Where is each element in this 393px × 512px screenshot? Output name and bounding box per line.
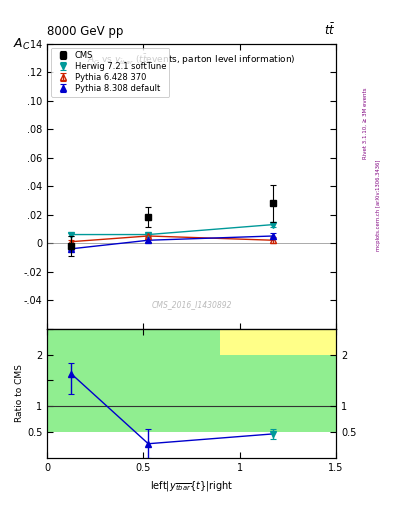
Legend: CMS, Herwig 7.2.1 softTune, Pythia 6.428 370, Pythia 8.308 default: CMS, Herwig 7.2.1 softTune, Pythia 6.428… (51, 48, 169, 97)
Text: 8000 GeV pp: 8000 GeV pp (47, 25, 123, 38)
Text: mcplots.cern.ch [arXiv:1306.3436]: mcplots.cern.ch [arXiv:1306.3436] (376, 159, 380, 250)
Bar (47, 329, 336, 432)
Text: CMS_2016_I1430892: CMS_2016_I1430892 (151, 300, 232, 309)
Text: Rivet 3.1.10, ≥ 3M events: Rivet 3.1.10, ≥ 3M events (363, 87, 368, 159)
Text: $t\bar{t}$: $t\bar{t}$ (325, 23, 336, 38)
X-axis label: left$|y_{\overline{tbar}}\{t\}|$right: left$|y_{\overline{tbar}}\{t\}|$right (150, 479, 233, 493)
Text: $A_C$ vs $y_{\bar{t}bar}$ ($t\bar{t}$events, parton level information): $A_C$ vs $y_{\bar{t}bar}$ ($t\bar{t}$eve… (87, 52, 296, 67)
Y-axis label: $A_C$: $A_C$ (13, 37, 30, 52)
Y-axis label: Ratio to CMS: Ratio to CMS (15, 365, 24, 422)
Bar (220, 329, 336, 354)
